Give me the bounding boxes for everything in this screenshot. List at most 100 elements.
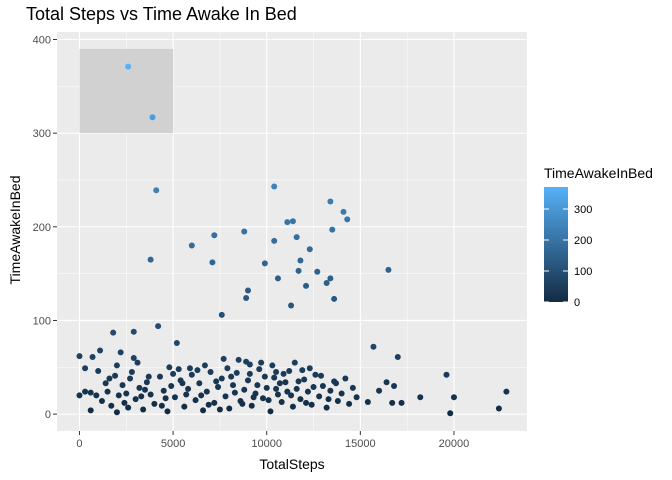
- data-point: [108, 402, 115, 409]
- data-point: [334, 398, 341, 405]
- data-point: [443, 371, 450, 378]
- data-point: [274, 275, 281, 282]
- data-point: [385, 266, 392, 273]
- chart-title: Total Steps vs Time Awake In Bed: [26, 4, 297, 24]
- data-point: [239, 400, 246, 407]
- data-point: [271, 237, 278, 244]
- data-point: [194, 367, 201, 374]
- data-point: [282, 379, 289, 386]
- data-point: [130, 328, 137, 335]
- data-point: [340, 208, 347, 215]
- data-point: [246, 370, 253, 377]
- data-point: [128, 368, 135, 375]
- data-point: [170, 370, 177, 377]
- data-point: [156, 373, 163, 380]
- data-point: [329, 226, 336, 233]
- data-point: [188, 371, 195, 378]
- colorbar: [544, 187, 568, 302]
- data-point: [394, 354, 401, 361]
- data-point: [215, 383, 222, 390]
- data-point: [149, 114, 156, 121]
- data-point: [450, 394, 457, 401]
- data-point: [162, 395, 169, 402]
- data-point: [89, 354, 96, 361]
- data-point: [138, 393, 145, 400]
- data-point: [327, 387, 334, 394]
- data-point: [258, 359, 265, 366]
- data-point: [265, 397, 272, 404]
- data-point: [284, 219, 291, 226]
- data-point: [98, 398, 105, 405]
- data-point: [254, 382, 261, 389]
- data-point: [310, 383, 317, 390]
- data-point: [304, 388, 311, 395]
- data-point: [160, 387, 167, 394]
- plot-area: 0 5000 10000 15000 20000 0 100 200 300 400: [33, 32, 527, 450]
- data-point: [104, 388, 111, 395]
- data-point: [495, 405, 502, 412]
- data-point: [256, 366, 263, 373]
- data-point: [209, 259, 216, 266]
- data-point: [196, 380, 203, 387]
- data-point: [276, 380, 283, 387]
- data-point: [76, 392, 83, 399]
- data-point: [136, 384, 143, 391]
- data-point: [243, 358, 250, 365]
- data-point: [185, 385, 192, 392]
- data-point: [318, 372, 325, 379]
- data-point: [312, 371, 319, 378]
- data-point: [87, 407, 94, 414]
- data-point: [153, 187, 160, 194]
- data-point: [211, 399, 218, 406]
- legend-tick-label: 0: [574, 297, 580, 309]
- data-point: [447, 410, 454, 417]
- data-point: [115, 392, 122, 399]
- data-point: [130, 354, 137, 361]
- data-point: [203, 388, 210, 395]
- data-point: [259, 395, 266, 402]
- data-point: [271, 374, 278, 381]
- data-point: [306, 246, 313, 253]
- data-point: [261, 373, 268, 380]
- data-point: [82, 365, 89, 372]
- legend-tick-label: 300: [574, 204, 592, 216]
- data-point: [132, 396, 139, 403]
- data-point: [119, 382, 126, 389]
- data-point: [147, 256, 154, 263]
- data-point: [370, 343, 377, 350]
- data-point: [233, 369, 240, 376]
- data-point: [325, 396, 332, 403]
- data-point: [102, 380, 109, 387]
- data-point: [288, 392, 295, 399]
- data-point: [201, 362, 208, 369]
- data-point: [323, 280, 330, 287]
- data-point: [284, 388, 291, 395]
- data-point: [344, 216, 351, 223]
- data-point: [97, 347, 104, 354]
- data-point: [327, 198, 334, 205]
- data-point: [218, 311, 225, 318]
- data-point: [164, 408, 171, 415]
- data-point: [220, 355, 227, 362]
- data-point: [213, 378, 220, 385]
- data-point: [346, 400, 353, 407]
- data-point: [181, 403, 188, 410]
- data-point: [398, 399, 405, 406]
- data-point: [87, 389, 94, 396]
- data-point: [333, 380, 340, 387]
- data-point: [112, 372, 119, 379]
- data-point: [319, 383, 326, 390]
- data-point: [106, 375, 113, 382]
- data-point: [117, 349, 124, 356]
- data-point: [207, 368, 214, 375]
- data-point: [218, 375, 225, 382]
- data-point: [289, 403, 296, 410]
- data-point: [222, 393, 229, 400]
- data-point: [82, 388, 89, 395]
- data-point: [297, 257, 304, 264]
- legend-tick-label: 100: [574, 266, 592, 278]
- data-point: [289, 218, 296, 225]
- y-tick-label: 300: [33, 128, 51, 140]
- data-point: [338, 390, 345, 397]
